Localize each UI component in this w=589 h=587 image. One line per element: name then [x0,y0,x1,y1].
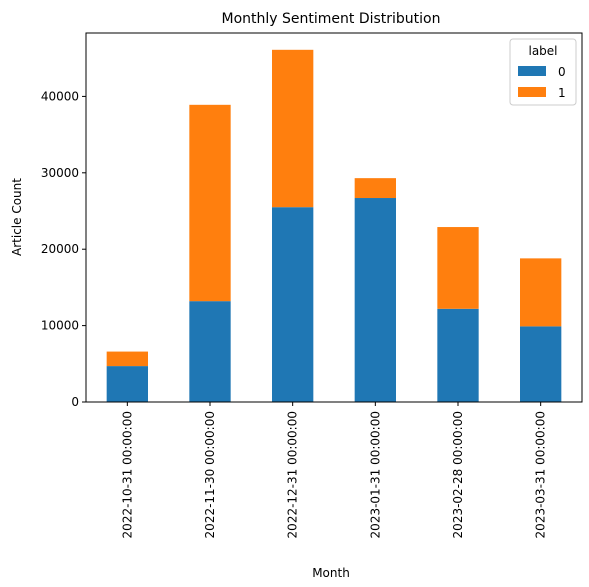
legend-label-0: 0 [558,65,566,79]
bar-series-0-4 [437,308,479,402]
x-tick-label: 2023-03-31 00:00:00 [534,411,548,538]
y-tick-label: 0 [71,395,79,409]
x-tick-label: 2022-12-31 00:00:00 [286,411,300,538]
y-tick-label: 20000 [41,242,79,256]
legend-swatch-0 [518,66,546,76]
legend-title: label [528,44,557,58]
chart-title: Monthly Sentiment Distribution [222,11,441,27]
bar-series-0-1 [189,301,231,402]
y-axis: 0 10000 20000 30000 40000 [41,89,86,409]
y-tick-label: 10000 [41,319,79,333]
bar-series-1-1 [189,104,231,302]
bar-series-1-4 [437,227,479,309]
x-tick-label: 2022-11-30 00:00:00 [203,411,217,538]
bar-series-0-3 [354,198,396,402]
y-tick-label: 30000 [41,166,79,180]
bar-series-1-0 [106,351,148,367]
plot-frame [85,32,583,403]
bars-layer [106,49,562,402]
x-tick-label: 2023-01-31 00:00:00 [368,411,382,538]
x-tick-label: 2022-10-31 00:00:00 [120,411,134,538]
y-tick-label: 40000 [41,89,79,103]
x-axis: 2022-10-31 00:00:00 2022-11-30 00:00:00 20… [120,402,548,538]
bar-series-0-0 [106,366,148,402]
x-tick-label: 2023-02-28 00:00:00 [451,411,465,538]
bar-series-0-5 [520,326,562,402]
bar-series-1-3 [354,178,396,199]
bar-series-0-2 [272,207,314,402]
legend: label 0 1 [509,38,577,106]
y-axis-label: Article Count [10,178,24,256]
bar-series-1-5 [520,258,562,327]
legend-label-1: 1 [558,86,566,100]
x-axis-label: Month [312,566,350,580]
legend-swatch-1 [518,87,546,97]
bar-series-1-2 [272,49,314,208]
